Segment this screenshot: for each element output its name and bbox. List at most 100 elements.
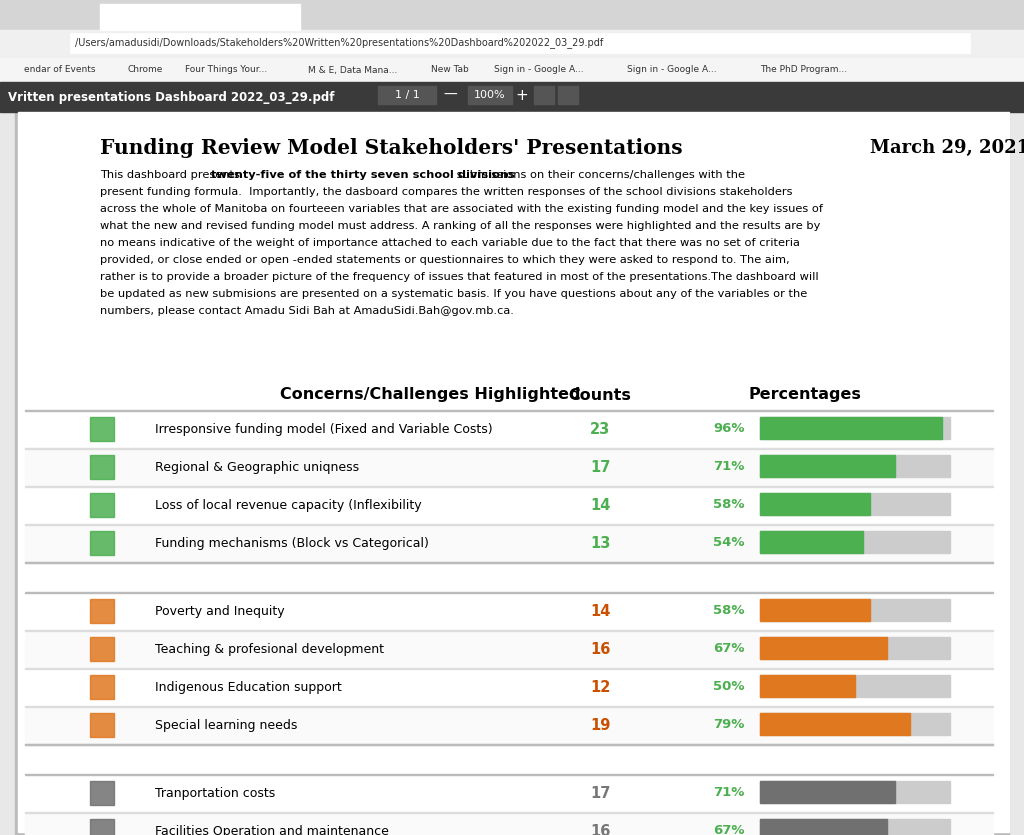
Bar	[90, 675, 114, 699]
Text: Percentages: Percentages	[749, 387, 861, 402]
Text: Concerns/Challenges Highlighted: Concerns/Challenges Highlighted	[280, 387, 581, 402]
Bar	[25, 812, 993, 835]
Text: rather is to provide a broader picture of the frequency of issues that featured : rather is to provide a broader picture o…	[100, 272, 818, 282]
Text: Sign in - Google A...: Sign in - Google A...	[494, 65, 584, 74]
Text: This dashboard presents: This dashboard presents	[100, 170, 244, 180]
Text: Counts: Counts	[568, 387, 632, 402]
Bar	[90, 637, 114, 661]
Text: 79%: 79%	[714, 718, 745, 731]
Bar	[558, 86, 578, 104]
Bar	[760, 713, 910, 735]
Text: 12: 12	[590, 680, 610, 695]
Bar	[468, 86, 512, 104]
Bar	[0, 30, 1024, 58]
Bar	[18, 112, 1009, 832]
Text: Four Things Your...: Four Things Your...	[185, 65, 267, 74]
Text: +: +	[516, 88, 528, 103]
Text: numbers, please contact Amadu Sidi Bah at AmaduSidi.Bah@gov.mb.ca.: numbers, please contact Amadu Sidi Bah a…	[100, 306, 514, 316]
Text: Indigenous Education support: Indigenous Education support	[155, 681, 342, 694]
Text: M & E, Data Mana...: M & E, Data Mana...	[308, 65, 397, 74]
Bar	[25, 592, 993, 630]
Text: submissions on their concerns/challenges with the: submissions on their concerns/challenges…	[454, 170, 745, 180]
Bar	[90, 819, 114, 835]
Text: Irresponsive funding model (Fixed and Variable Costs): Irresponsive funding model (Fixed and Va…	[155, 423, 493, 436]
Text: 58%: 58%	[714, 605, 745, 618]
Bar	[760, 819, 888, 835]
Bar	[760, 675, 855, 697]
Text: what the new and revised funding model must address. A ranking of all the respon: what the new and revised funding model m…	[100, 221, 820, 231]
Text: 16: 16	[590, 823, 610, 835]
Bar	[25, 630, 993, 668]
Bar	[378, 86, 436, 104]
Text: Poverty and Inequity: Poverty and Inequity	[155, 605, 285, 618]
Text: twenty-five of the thirty seven school divisions: twenty-five of the thirty seven school d…	[211, 170, 515, 180]
Text: 100%: 100%	[474, 90, 506, 100]
Bar	[90, 455, 114, 479]
Text: 50%: 50%	[714, 681, 745, 694]
Text: Sign in - Google A...: Sign in - Google A...	[627, 65, 717, 74]
Bar	[760, 819, 950, 835]
Text: New Tab: New Tab	[431, 65, 469, 74]
Text: 1 / 1: 1 / 1	[394, 90, 420, 100]
Text: /Users/amadusidi/Downloads/Stakeholders%20Written%20presentations%20Dashboard%20: /Users/amadusidi/Downloads/Stakeholders%…	[75, 38, 603, 48]
Bar	[25, 561, 993, 563]
Bar	[90, 493, 114, 517]
Text: 71%: 71%	[714, 787, 745, 799]
Bar	[760, 417, 942, 439]
Text: Tranportation costs: Tranportation costs	[155, 787, 275, 799]
Text: present funding formula.  Importantly, the dasboard compares the written respons: present funding formula. Importantly, th…	[100, 187, 793, 197]
Bar	[25, 706, 993, 744]
Bar	[90, 713, 114, 737]
Text: Teaching & profesional development: Teaching & profesional development	[155, 642, 384, 655]
Text: The PhD Program...: The PhD Program...	[760, 65, 847, 74]
Bar	[760, 417, 950, 439]
Text: Regional & Geographic uniqness: Regional & Geographic uniqness	[155, 460, 359, 473]
Bar	[760, 599, 870, 621]
Bar	[0, 0, 1024, 30]
Bar	[760, 455, 950, 477]
Bar	[0, 58, 1024, 82]
Text: 14: 14	[590, 604, 610, 619]
Text: Special learning needs: Special learning needs	[155, 718, 297, 731]
Text: 13: 13	[590, 535, 610, 550]
Bar	[760, 455, 895, 477]
Bar	[760, 599, 950, 621]
Text: 23: 23	[590, 422, 610, 437]
Text: 67%: 67%	[714, 824, 745, 835]
Bar	[25, 524, 993, 562]
Text: Funding Review Model Stakeholders' Presentations: Funding Review Model Stakeholders' Prese…	[100, 138, 683, 158]
Bar	[534, 86, 554, 104]
Bar	[25, 668, 993, 706]
Bar	[760, 713, 950, 735]
Bar	[90, 417, 114, 441]
Bar	[25, 486, 993, 524]
Text: March 29, 2021: March 29, 2021	[870, 139, 1024, 157]
Bar	[25, 562, 993, 592]
Text: 54%: 54%	[714, 537, 745, 549]
Text: no means indicative of the weight of importance attached to each variable due to: no means indicative of the weight of imp…	[100, 238, 800, 248]
Bar	[25, 743, 993, 745]
Bar	[760, 637, 950, 659]
Bar	[25, 448, 993, 486]
Bar	[90, 781, 114, 805]
Text: provided, or close ended or open -ended statements or questionnaires to which th: provided, or close ended or open -ended …	[100, 255, 790, 265]
Text: 96%: 96%	[714, 423, 745, 436]
Text: 71%: 71%	[714, 460, 745, 473]
Text: Funding mechanisms (Block vs Categorical): Funding mechanisms (Block vs Categorical…	[155, 537, 429, 549]
Text: 14: 14	[590, 498, 610, 513]
Bar	[25, 667, 993, 669]
Text: endar of Events: endar of Events	[24, 65, 95, 74]
Bar	[15, 112, 1009, 835]
Bar	[90, 599, 114, 623]
Bar	[760, 781, 950, 803]
Text: Chrome: Chrome	[127, 65, 163, 74]
Text: 19: 19	[590, 717, 610, 732]
Text: across the whole of Manitoba on fourteeen variables that are associated with the: across the whole of Manitoba on fourteee…	[100, 204, 823, 214]
Text: 58%: 58%	[714, 498, 745, 512]
Bar	[90, 531, 114, 555]
Bar	[0, 82, 1024, 112]
Text: 17: 17	[590, 786, 610, 801]
Bar	[70, 33, 970, 53]
Bar	[760, 531, 950, 553]
Bar	[25, 774, 993, 812]
